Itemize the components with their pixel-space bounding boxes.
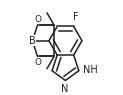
Text: N: N xyxy=(61,84,68,94)
Text: B: B xyxy=(29,36,36,46)
Text: NH: NH xyxy=(83,65,98,75)
Text: O: O xyxy=(34,58,41,67)
Text: O: O xyxy=(34,15,41,24)
Text: F: F xyxy=(73,12,78,22)
